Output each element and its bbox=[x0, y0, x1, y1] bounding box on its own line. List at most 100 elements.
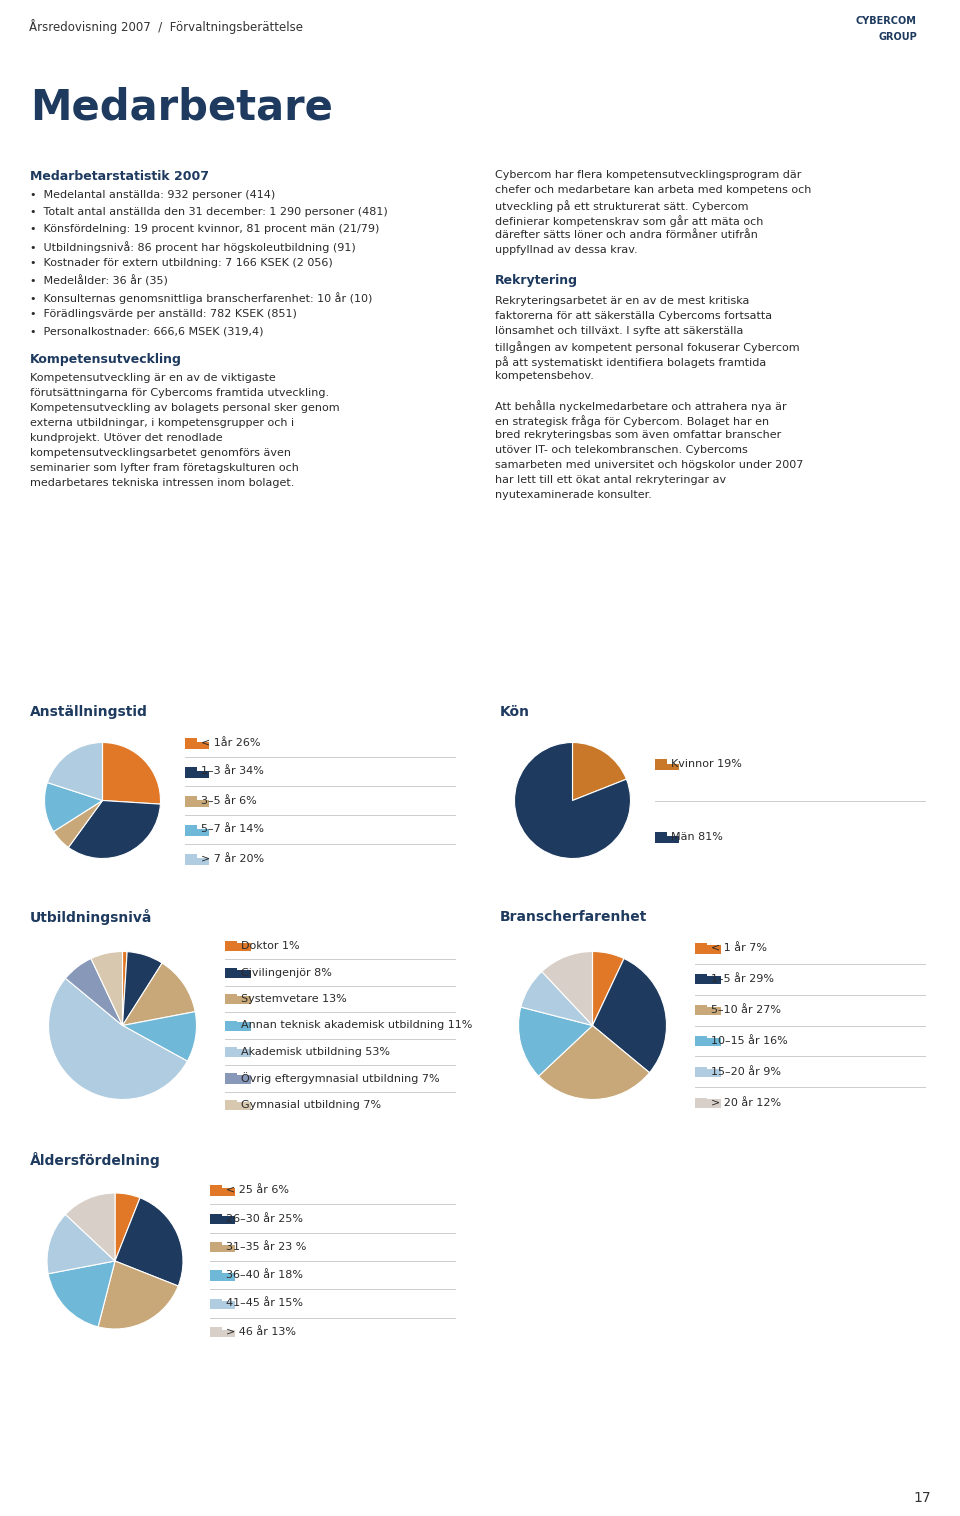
Wedge shape bbox=[592, 952, 624, 1025]
Bar bbox=[210, 1216, 235, 1223]
Text: seminarier som lyfter fram företagskulturen och: seminarier som lyfter fram företagskultu… bbox=[30, 462, 299, 473]
Bar bbox=[225, 1102, 251, 1110]
Wedge shape bbox=[49, 978, 187, 1099]
Bar bbox=[225, 1022, 251, 1031]
Text: Akademisk utbildning 53%: Akademisk utbildning 53% bbox=[241, 1048, 390, 1057]
Text: •  Konsulternas genomsnittliga branscherfarenhet: 10 år (10): • Konsulternas genomsnittliga branscherf… bbox=[30, 293, 372, 303]
Text: CYBERCOM: CYBERCOM bbox=[856, 17, 917, 26]
Text: 17: 17 bbox=[914, 1492, 931, 1505]
Text: medarbetares tekniska intressen inom bolaget.: medarbetares tekniska intressen inom bol… bbox=[30, 478, 295, 488]
Text: Kvinnor 19%: Kvinnor 19% bbox=[671, 760, 742, 769]
Bar bbox=[210, 1301, 235, 1308]
Text: •  Utbildningsnivå: 86 procent har högskoleutbildning (91): • Utbildningsnivå: 86 procent har högsko… bbox=[30, 241, 356, 253]
Text: 15–20 år 9%: 15–20 år 9% bbox=[711, 1067, 781, 1076]
Text: Anställningstid: Anställningstid bbox=[30, 705, 148, 719]
Bar bbox=[210, 1213, 222, 1223]
Bar bbox=[695, 1035, 707, 1046]
Bar bbox=[225, 970, 251, 978]
Text: lönsamhet och tillväxt. I syfte att säkerställa: lönsamhet och tillväxt. I syfte att säke… bbox=[495, 326, 743, 337]
Wedge shape bbox=[48, 1261, 115, 1326]
Text: kundprojekt. Utöver det renodlade: kundprojekt. Utöver det renodlade bbox=[30, 434, 223, 443]
Bar bbox=[695, 1067, 707, 1076]
Bar bbox=[695, 976, 721, 984]
Text: < 1 år 7%: < 1 år 7% bbox=[711, 943, 767, 954]
Text: definierar kompetenskrav som går att mäta och: definierar kompetenskrav som går att mät… bbox=[495, 215, 763, 227]
Wedge shape bbox=[98, 1261, 179, 1330]
Text: •  Medelålder: 36 år (35): • Medelålder: 36 år (35) bbox=[30, 274, 168, 287]
Bar bbox=[185, 767, 197, 776]
Bar bbox=[695, 975, 707, 984]
Text: < 1år 26%: < 1år 26% bbox=[201, 737, 260, 747]
Wedge shape bbox=[123, 952, 162, 1025]
Wedge shape bbox=[115, 1198, 183, 1286]
Bar bbox=[225, 1075, 251, 1084]
Bar bbox=[210, 1299, 222, 1308]
Text: chefer och medarbetare kan arbeta med kompetens och: chefer och medarbetare kan arbeta med ko… bbox=[495, 185, 811, 196]
Bar bbox=[185, 741, 208, 749]
Wedge shape bbox=[47, 743, 103, 800]
Wedge shape bbox=[44, 782, 103, 832]
Text: Gymnasial utbildning 7%: Gymnasial utbildning 7% bbox=[241, 1099, 381, 1110]
Wedge shape bbox=[103, 743, 160, 803]
Bar bbox=[225, 1073, 237, 1084]
Bar bbox=[225, 943, 251, 952]
Text: samarbeten med universitet och högskolor under 2007: samarbeten med universitet och högskolor… bbox=[495, 459, 804, 470]
Bar bbox=[210, 1273, 235, 1281]
Text: Medarbetare: Medarbetare bbox=[30, 86, 333, 127]
Text: 31–35 år 23 %: 31–35 år 23 % bbox=[226, 1242, 306, 1252]
Text: externa utbildningar, i kompetensgrupper och i: externa utbildningar, i kompetensgrupper… bbox=[30, 418, 294, 428]
Text: Män 81%: Män 81% bbox=[671, 832, 723, 841]
Bar bbox=[225, 1049, 251, 1057]
Text: utveckling på ett strukturerat sätt. Cybercom: utveckling på ett strukturerat sätt. Cyb… bbox=[495, 200, 749, 212]
Bar bbox=[210, 1189, 235, 1196]
Text: Annan teknisk akademisk utbildning 11%: Annan teknisk akademisk utbildning 11% bbox=[241, 1020, 472, 1031]
Bar bbox=[225, 1048, 237, 1057]
Bar bbox=[225, 1099, 237, 1110]
Text: förutsättningarna för Cybercoms framtida utveckling.: förutsättningarna för Cybercoms framtida… bbox=[30, 388, 329, 399]
Bar bbox=[185, 858, 208, 864]
Bar bbox=[185, 854, 197, 864]
Text: Kompetensutveckling: Kompetensutveckling bbox=[30, 353, 181, 365]
Wedge shape bbox=[65, 1193, 115, 1261]
Text: 36–40 år 18%: 36–40 år 18% bbox=[226, 1270, 303, 1280]
Text: 1–3 år 34%: 1–3 år 34% bbox=[201, 767, 264, 776]
Text: Kompetensutveckling är en av de viktigaste: Kompetensutveckling är en av de viktigas… bbox=[30, 373, 276, 384]
Wedge shape bbox=[123, 1011, 197, 1061]
Text: Doktor 1%: Doktor 1% bbox=[241, 941, 300, 951]
Text: Att behålla nyckelmedarbetare och attrahera nya är: Att behålla nyckelmedarbetare och attrah… bbox=[495, 400, 786, 412]
Text: Utbildningsnivå: Utbildningsnivå bbox=[30, 910, 153, 925]
Text: har lett till ett ökat antal rekryteringar av: har lett till ett ökat antal rekrytering… bbox=[495, 475, 726, 485]
Text: Civilingenjör 8%: Civilingenjör 8% bbox=[241, 967, 332, 978]
Wedge shape bbox=[91, 952, 123, 1025]
Text: > 20 år 12%: > 20 år 12% bbox=[711, 1098, 781, 1108]
Text: •  Personalkostnader: 666,6 MSEK (319,4): • Personalkostnader: 666,6 MSEK (319,4) bbox=[30, 326, 263, 337]
Text: > 46 år 13%: > 46 år 13% bbox=[226, 1326, 296, 1337]
Wedge shape bbox=[541, 952, 592, 1025]
Text: •  Totalt antal anställda den 31 december: 1 290 personer (481): • Totalt antal anställda den 31 december… bbox=[30, 208, 388, 217]
Wedge shape bbox=[539, 1025, 650, 1099]
Wedge shape bbox=[54, 800, 103, 847]
Text: kompetensbehov.: kompetensbehov. bbox=[495, 371, 594, 381]
Text: 3–5 år 6%: 3–5 år 6% bbox=[201, 796, 256, 805]
Wedge shape bbox=[521, 972, 592, 1025]
Bar bbox=[695, 1007, 721, 1016]
Bar bbox=[210, 1245, 235, 1252]
Text: bred rekryteringsbas som även omfattar branscher: bred rekryteringsbas som även omfattar b… bbox=[495, 431, 781, 440]
Bar bbox=[655, 837, 679, 843]
Bar bbox=[225, 996, 251, 1004]
Text: •  Förädlingsvärde per anställd: 782 KSEK (851): • Förädlingsvärde per anställd: 782 KSEK… bbox=[30, 309, 297, 318]
Text: Medarbetarstatistik 2007: Medarbetarstatistik 2007 bbox=[30, 170, 209, 183]
Bar bbox=[655, 760, 667, 769]
Text: 41–45 år 15%: 41–45 år 15% bbox=[226, 1299, 303, 1308]
Text: 5–10 år 27%: 5–10 år 27% bbox=[711, 1005, 781, 1016]
Bar bbox=[185, 772, 208, 778]
Wedge shape bbox=[68, 800, 160, 858]
Text: en strategisk fråga för Cybercom. Bolaget har en: en strategisk fråga för Cybercom. Bolage… bbox=[495, 415, 769, 428]
Bar bbox=[695, 1038, 721, 1046]
Text: Åldersfördelning: Åldersfördelning bbox=[30, 1152, 160, 1167]
Bar bbox=[185, 829, 208, 835]
Text: 10–15 år 16%: 10–15 år 16% bbox=[711, 1035, 788, 1046]
Bar bbox=[695, 1005, 707, 1016]
Text: 1–5 år 29%: 1–5 år 29% bbox=[711, 975, 774, 984]
Bar bbox=[210, 1330, 235, 1337]
